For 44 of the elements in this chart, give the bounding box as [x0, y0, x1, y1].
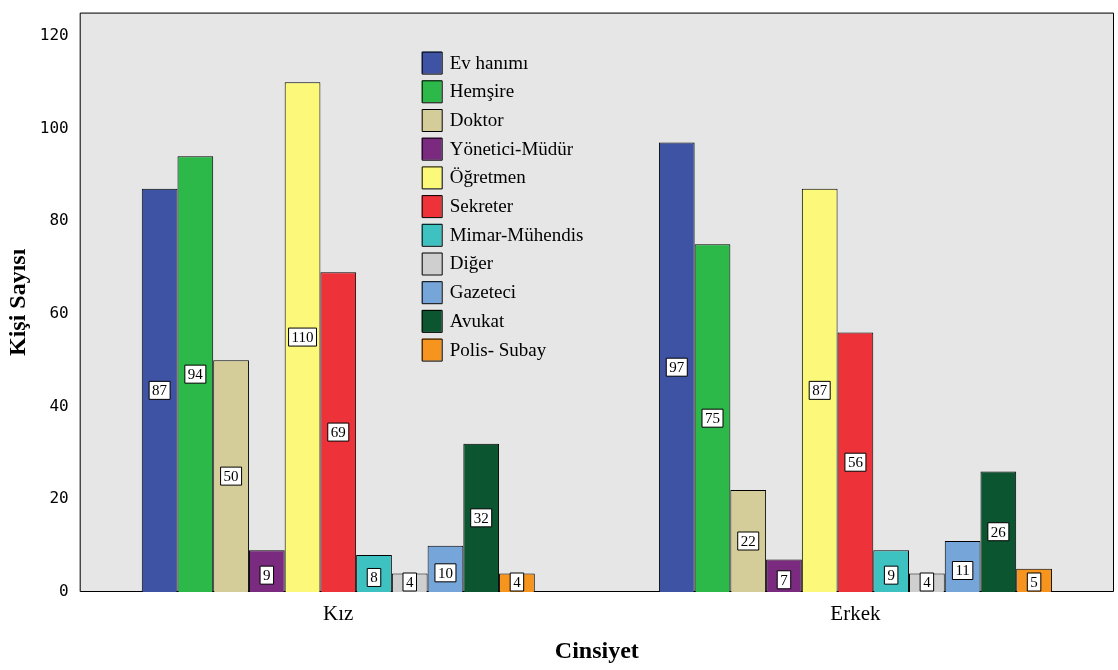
y-tick-label: 20	[49, 488, 69, 508]
y-tick-label: 100	[39, 117, 69, 137]
data-label: 22	[740, 532, 756, 549]
legend-label: Polis- Subay	[449, 338, 547, 360]
x-tick-label: Kız	[323, 601, 354, 626]
x-tick-label: Erkek	[830, 601, 881, 626]
legend-label: Öğretmen	[449, 166, 527, 188]
data-label: 26	[990, 523, 1007, 540]
data-label: 56	[847, 454, 864, 471]
data-label: 32	[473, 509, 489, 526]
y-tick-label: 80	[49, 210, 69, 230]
legend-label: Sekreter	[449, 195, 514, 217]
data-label: 69	[330, 424, 346, 441]
data-label: 94	[187, 366, 204, 383]
y-tick-label: 40	[49, 395, 69, 415]
data-label: 4	[513, 573, 522, 590]
data-label: 4	[923, 573, 932, 590]
data-label: 11	[955, 562, 970, 579]
legend-label: Ev hanımı	[449, 51, 529, 73]
data-label: 8	[370, 569, 378, 586]
data-label: 4	[405, 573, 414, 590]
legend-label: Doktor	[449, 108, 505, 130]
data-label: 5	[1030, 573, 1038, 590]
y-axis-title: Kişi Sayısı	[3, 248, 30, 356]
data-label: 75	[705, 410, 720, 427]
data-label: 7	[780, 571, 789, 588]
x-axis-title: Cinsiyet	[554, 636, 639, 663]
legend-label: Diğer	[449, 252, 494, 274]
data-label: 87	[152, 382, 168, 399]
legend-label: Avukat	[449, 309, 505, 331]
y-tick-label: 0	[59, 581, 69, 601]
data-label: 10	[437, 564, 453, 581]
legend-label: Gazeteci	[449, 281, 517, 303]
legend-label: Yönetici-Müdür	[449, 137, 574, 159]
data-label: 9	[887, 567, 895, 584]
data-label: 50	[223, 468, 239, 485]
legend-label: Mimar-Mühendis	[449, 223, 584, 245]
data-label: 87	[812, 382, 828, 399]
y-tick-label: 120	[39, 24, 69, 44]
data-label: 97	[669, 359, 685, 376]
y-tick-label: 60	[49, 303, 69, 323]
legend-label: Hemşire	[449, 80, 515, 102]
data-label: 110	[291, 329, 314, 345]
data-label: 9	[263, 567, 271, 584]
